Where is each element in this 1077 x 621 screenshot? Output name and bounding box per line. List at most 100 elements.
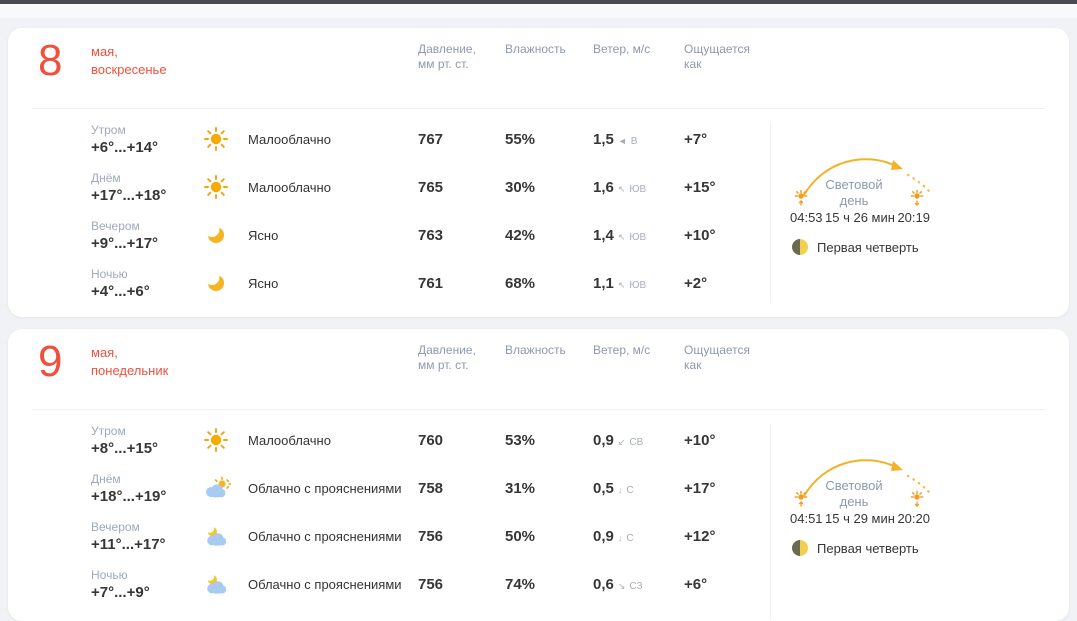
wind-direction-icon: ↓	[617, 532, 623, 543]
wind-speed: 1,4	[593, 226, 614, 244]
period-label: Днём	[91, 471, 121, 486]
col-feels: Ощущается как	[684, 42, 751, 71]
first-quarter-moon-icon	[792, 540, 808, 556]
column-headers: Давление, мм рт. ст. Влажность Ветер, м/…	[418, 343, 764, 373]
col-pressure: Давление, мм рт. ст.	[418, 42, 476, 71]
condition-text: Малооблачно	[248, 179, 331, 195]
condition-text: Облачно с прояснениями	[248, 480, 402, 496]
header-divider	[32, 409, 1045, 410]
condition-text: Ясно	[248, 227, 279, 243]
period-label: Вечером	[91, 519, 140, 534]
forecast-row-day: Днём +17°...+18° Малооблачно 765 30% 1,6…	[91, 163, 1069, 211]
condition-text: Малооблачно	[248, 432, 331, 448]
feels-like-value: +2°	[684, 274, 708, 292]
pressure-value: 767	[418, 130, 444, 148]
humidity-value: 42%	[505, 226, 536, 244]
day-label[interactable]: мая, воскресенье	[91, 40, 167, 79]
period-label: Ночью	[91, 567, 128, 582]
temp-range: +8°...+15°	[91, 439, 159, 457]
forecast-page: 8 мая, воскресенье Давление, мм рт. ст. …	[0, 4, 1077, 621]
col-humidity: Влажность	[505, 343, 566, 357]
day-forecast-table: Утром +6°...+14° Малооблачно 767 55% 1,5…	[8, 109, 1069, 317]
sunset-icon	[908, 189, 926, 212]
humidity-value: 53%	[505, 431, 536, 449]
sunset-time: 20:20	[897, 511, 930, 526]
temp-range: +7°...+9°	[91, 583, 150, 601]
temp-range: +6°...+14°	[91, 138, 159, 156]
period-label: Ночью	[91, 266, 128, 281]
sunrise-icon	[792, 189, 810, 212]
humidity-value: 68%	[505, 274, 536, 292]
daylight-label: Световой день	[825, 177, 883, 208]
window-top-edge	[0, 0, 1077, 4]
first-quarter-moon-icon	[792, 239, 808, 255]
day-card-may-8: 8 мая, воскресенье Давление, мм рт. ст. …	[8, 28, 1069, 317]
wind-direction-icon: ↖	[617, 279, 626, 290]
sun-icon	[203, 174, 248, 200]
humidity-value: 30%	[505, 178, 536, 196]
daylight-panel: Световой день 04:53 15 ч 26 мин 20:19 Пе…	[790, 153, 990, 271]
day-label[interactable]: мая, понедельник	[91, 341, 168, 380]
moon-phase-label: Первая четверть	[817, 540, 919, 556]
pressure-value: 756	[418, 527, 444, 545]
wind-speed: 0,9	[593, 527, 614, 545]
daylight-duration: 15 ч 29 мин	[825, 511, 895, 526]
day-card-may-9: 9 мая, понедельник Давление, мм рт. ст. …	[8, 329, 1069, 621]
feels-like-value: +10°	[684, 226, 716, 244]
pressure-value: 763	[418, 226, 444, 244]
wind-direction-icon: ↖	[617, 231, 626, 242]
period-label: Вечером	[91, 218, 140, 233]
wind-direction-label: В	[630, 135, 638, 147]
day-weekday: понедельник	[91, 363, 169, 378]
wind-speed: 1,5	[593, 130, 614, 148]
column-headers: Давление, мм рт. ст. Влажность Ветер, м/…	[418, 42, 764, 72]
condition-text: Малооблачно	[248, 131, 331, 147]
wind-direction-label: С	[626, 532, 634, 544]
day-header[interactable]: 8 мая, воскресенье Давление, мм рт. ст. …	[8, 28, 1069, 94]
cloud-moon-icon	[203, 524, 248, 548]
wind-direction-label: ЮВ	[629, 231, 647, 243]
forecast-row-morning: Утром +6°...+14° Малооблачно 767 55% 1,5…	[91, 115, 1069, 163]
humidity-value: 74%	[505, 575, 536, 593]
day-month: мая,	[91, 44, 118, 59]
wind-direction-label: ЮВ	[629, 183, 647, 195]
day-weekday: воскресенье	[91, 62, 167, 77]
day-number[interactable]: 8	[38, 36, 63, 85]
col-pressure: Давление, мм рт. ст.	[418, 343, 476, 372]
day-header[interactable]: 9 мая, понедельник Давление, мм рт. ст. …	[8, 329, 1069, 395]
feels-like-value: +6°	[684, 575, 708, 593]
wind-speed: 0,6	[593, 575, 614, 593]
feels-like-value: +15°	[684, 178, 716, 196]
pressure-value: 756	[418, 575, 444, 593]
pressure-value: 765	[418, 178, 444, 196]
sun-icon	[203, 427, 248, 453]
day-number[interactable]: 9	[38, 337, 63, 386]
moon-phase-label: Первая четверть	[817, 239, 919, 255]
wind-direction-icon: ↙	[617, 436, 626, 447]
col-humidity: Влажность	[505, 42, 566, 56]
daylight-panel: Световой день 04:51 15 ч 29 мин 20:20 Пе…	[790, 454, 990, 572]
period-label: Утром	[91, 122, 126, 137]
cloud-moon-icon	[203, 572, 248, 596]
wind-direction-label: ЮВ	[629, 279, 647, 291]
sun-icon	[203, 126, 248, 152]
feels-like-value: +17°	[684, 479, 716, 497]
condition-text: Облачно с прояснениями	[248, 528, 402, 544]
forecast-row-morning: Утром +8°...+15° Малооблачно 760 53% 0,9…	[91, 416, 1069, 464]
period-label: Утром	[91, 423, 126, 438]
feels-like-value: +7°	[684, 130, 708, 148]
forecast-row-night: Ночью +4°...+6° Ясно 761 68% 1,1 ↖ ЮВ +2…	[91, 259, 1069, 307]
feels-like-value: +10°	[684, 431, 716, 449]
wind-direction-icon: ↓	[617, 484, 623, 495]
moon-icon	[203, 222, 248, 248]
table-daylight-separator	[770, 424, 771, 620]
condition-text: Облачно с прояснениями	[248, 576, 402, 592]
col-wind: Ветер, м/с	[593, 343, 651, 357]
humidity-value: 55%	[505, 130, 536, 148]
wind-direction-label: СВ	[629, 436, 644, 448]
wind-direction-label: С	[626, 484, 634, 496]
table-daylight-separator	[770, 123, 771, 303]
sunrise-icon	[792, 490, 810, 513]
forecast-row-night: Ночью +7°...+9° Облачно с прояснениями 7…	[91, 560, 1069, 608]
wind-speed: 0,5	[593, 479, 614, 497]
